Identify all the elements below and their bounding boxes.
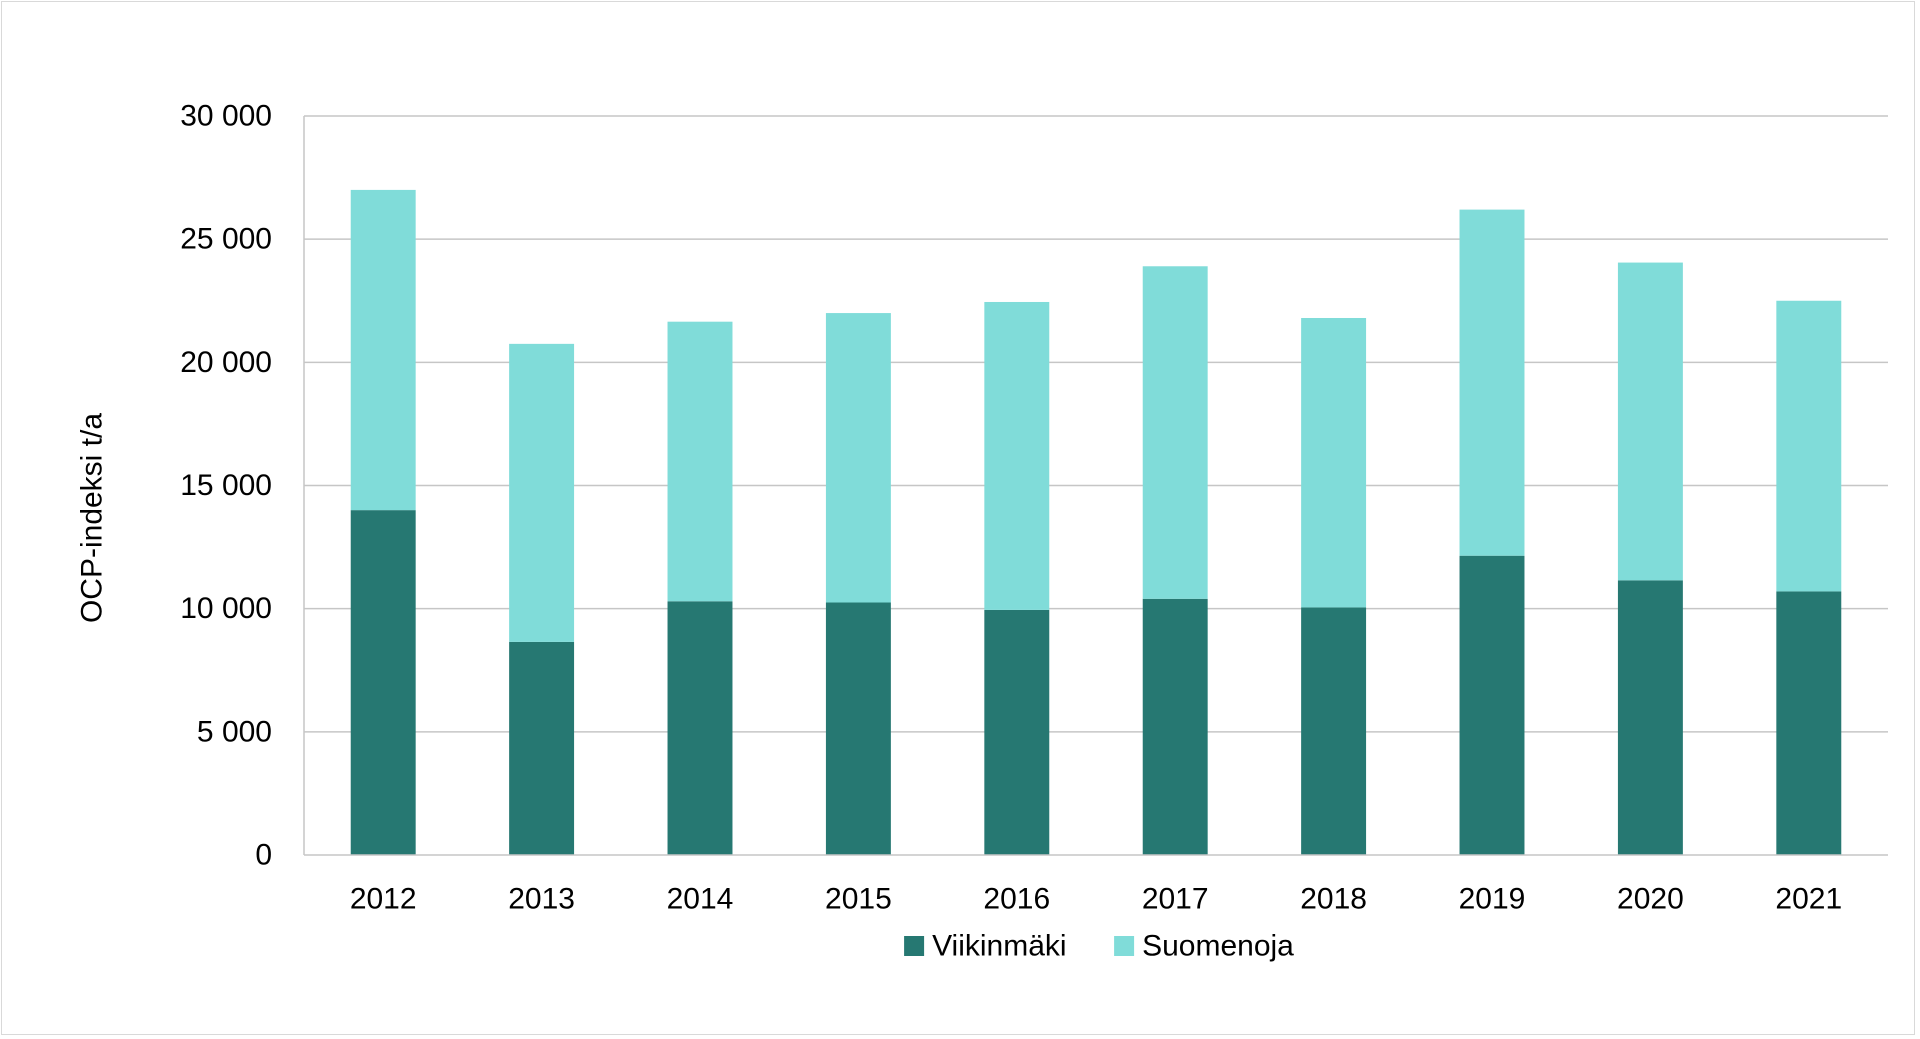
- y-tick-label: 25 000: [180, 223, 272, 256]
- bar-series-1-2017: [1142, 598, 1208, 855]
- x-tick-label: 2014: [667, 883, 734, 916]
- y-axis-title: OCP-indeksi t/a: [76, 413, 109, 623]
- legend-swatch-1: [904, 936, 925, 956]
- legend: Viikinmäki Suomenoja: [904, 930, 1294, 963]
- x-tick-label: 2015: [825, 883, 892, 916]
- bar-series-1-2013: [509, 641, 575, 855]
- y-tick-label: 20 000: [180, 346, 272, 379]
- bars: [350, 189, 1842, 855]
- x-tick-label: 2013: [508, 883, 575, 916]
- x-tick-label: 2017: [1142, 883, 1209, 916]
- bar-series-1-2018: [1301, 607, 1367, 855]
- legend-label-2: Suomenoja: [1142, 930, 1294, 963]
- bar-series-2-2015: [825, 313, 891, 603]
- y-tick-label: 10 000: [180, 592, 272, 625]
- bar-series-1-2012: [350, 510, 416, 855]
- legend-swatch-2: [1114, 936, 1135, 956]
- bar-series-2-2017: [1142, 266, 1208, 599]
- x-tick-label: 2021: [1775, 883, 1842, 916]
- bar-series-2-2014: [667, 321, 733, 602]
- bar-series-2-2021: [1776, 300, 1842, 592]
- y-tick-label: 30 000: [180, 100, 272, 133]
- axes: 0 5 000 10 000 15 000 20 000 25 000 30 000 2012…: [180, 100, 1888, 916]
- bar-series-1-2019: [1459, 555, 1525, 855]
- x-tick-label: 2019: [1459, 883, 1526, 916]
- bar-series-1-2016: [984, 609, 1050, 855]
- y-tick-label: 5 000: [197, 715, 272, 748]
- y-tick-label: 0: [255, 839, 272, 872]
- x-tick-label: 2016: [983, 883, 1050, 916]
- bar-series-2-2018: [1301, 317, 1367, 608]
- bar-series-1-2020: [1617, 580, 1683, 855]
- y-tick-label: 15 000: [180, 469, 272, 502]
- x-tick-label: 2018: [1300, 883, 1367, 916]
- bar-series-2-2013: [509, 343, 575, 642]
- bar-series-1-2015: [825, 602, 891, 855]
- bar-series-2-2012: [350, 189, 416, 511]
- legend-label-1: Viikinmäki: [932, 930, 1067, 963]
- bar-series-2-2019: [1459, 209, 1525, 556]
- x-tick-label: 2020: [1617, 883, 1684, 916]
- bar-series-1-2014: [667, 601, 733, 855]
- x-tick-label: 2012: [350, 883, 417, 916]
- bar-series-2-2016: [984, 301, 1050, 610]
- bar-series-2-2020: [1617, 262, 1683, 581]
- bar-series-1-2021: [1776, 591, 1842, 855]
